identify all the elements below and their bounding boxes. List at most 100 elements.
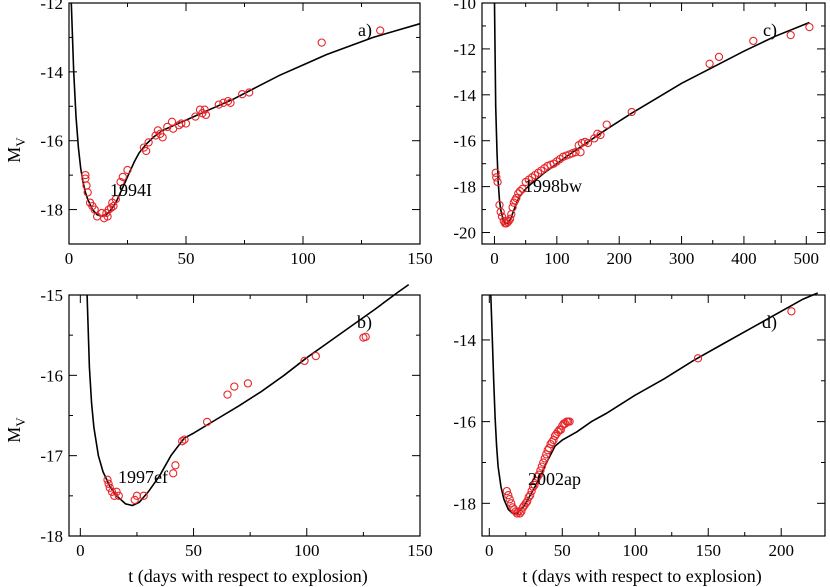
observation-point xyxy=(492,173,501,182)
observation-point xyxy=(123,165,132,175)
observation-point xyxy=(496,207,505,217)
observation-point xyxy=(515,187,525,196)
y-tick-label: -16 xyxy=(453,413,476,432)
y-tick-label: -17 xyxy=(40,447,63,466)
model-curve xyxy=(86,283,410,507)
observation-point xyxy=(512,509,522,518)
observation-points xyxy=(491,22,814,228)
observation-point xyxy=(596,130,605,140)
x-tick-label: 100 xyxy=(623,541,649,560)
observation-point xyxy=(714,52,724,62)
observation-point xyxy=(177,119,186,128)
observation-point xyxy=(158,133,167,142)
observation-point xyxy=(169,469,178,478)
observation-point xyxy=(144,138,153,147)
observation-point xyxy=(502,486,511,496)
observation-point xyxy=(178,437,187,446)
x-tick-label: 150 xyxy=(695,541,721,560)
panel-1994I: 0 50 100 150 -12 -14 -16 -18 a) 1994I xyxy=(40,0,432,268)
x-tick-label: 0 xyxy=(485,541,494,560)
observation-points xyxy=(103,332,370,505)
observation-point xyxy=(537,462,546,471)
observation-point xyxy=(81,170,90,180)
observation-point xyxy=(202,417,212,427)
y-tick-label: -14 xyxy=(453,331,476,350)
observation-point xyxy=(514,189,523,198)
observation-point xyxy=(163,122,172,132)
y-tick-label: -10 xyxy=(453,0,476,13)
observation-point xyxy=(539,458,548,467)
observation-point xyxy=(214,100,223,109)
observation-point xyxy=(245,88,254,97)
observation-point xyxy=(180,435,189,444)
observation-point xyxy=(627,107,636,117)
observation-point xyxy=(565,417,574,426)
observation-point xyxy=(118,172,127,182)
observation-point xyxy=(191,112,200,121)
x-tick-label: 500 xyxy=(794,249,820,268)
observation-points xyxy=(502,307,796,518)
observation-point xyxy=(317,38,326,47)
y-tick-label: -14 xyxy=(453,86,476,105)
observation-point xyxy=(491,168,500,177)
y-tick-label: -12 xyxy=(40,0,63,13)
y-tick-label: -18 xyxy=(40,527,63,546)
x-tick-label: 0 xyxy=(76,541,85,560)
observation-point xyxy=(540,454,549,463)
model-curve xyxy=(70,2,421,218)
observation-point xyxy=(493,177,502,187)
supernova-label: 2002ap xyxy=(528,469,581,489)
observation-point xyxy=(230,382,239,391)
observation-point xyxy=(116,177,125,187)
observation-point xyxy=(103,475,112,484)
x-tick-label: 0 xyxy=(65,249,74,268)
observation-point xyxy=(511,507,520,516)
observation-point xyxy=(201,110,211,120)
observation-point xyxy=(526,491,535,500)
observation-point xyxy=(105,483,114,492)
observation-point xyxy=(518,503,528,512)
observation-point xyxy=(505,495,514,504)
observation-point xyxy=(114,491,123,500)
x-tick-label: 300 xyxy=(669,249,695,268)
observation-point xyxy=(181,119,191,128)
observation-point xyxy=(705,59,714,68)
x-tick-label: 100 xyxy=(294,541,320,560)
observation-point xyxy=(504,491,513,500)
observation-point xyxy=(749,36,758,46)
observation-point xyxy=(300,356,309,366)
observation-point xyxy=(226,98,235,107)
supernova-label: 1994I xyxy=(110,180,152,200)
y-tick-label: -16 xyxy=(453,132,476,151)
x-tick-label: 150 xyxy=(407,541,433,560)
observation-point xyxy=(104,479,113,488)
observation-point xyxy=(520,501,529,510)
y-tick-label: -20 xyxy=(453,224,476,243)
observation-point xyxy=(171,461,180,470)
panel-letter: a) xyxy=(358,20,372,41)
observation-point xyxy=(602,120,611,129)
x-tick-label: 200 xyxy=(606,249,632,268)
observation-point xyxy=(497,212,507,221)
x-tick-label: 50 xyxy=(554,541,571,560)
observation-point xyxy=(512,193,521,203)
x-tick-label: 50 xyxy=(178,249,195,268)
observation-point xyxy=(243,379,253,388)
tick-labels: 0 50 100 150 -12 -14 -16 -18 xyxy=(40,0,432,268)
x-axis-title-right: t (days with respect to explosion) xyxy=(522,566,761,587)
panel-2002ap: 0 50 100 150 200 -14 -16 -18 d) 2002ap xyxy=(453,292,826,560)
y-tick-label: -16 xyxy=(40,132,63,151)
observation-point xyxy=(536,466,545,475)
observation-point xyxy=(110,491,119,500)
x-tick-label: 100 xyxy=(290,249,316,268)
observation-point xyxy=(534,470,544,479)
observation-points xyxy=(81,26,385,223)
observation-point xyxy=(376,26,385,35)
observation-point xyxy=(786,30,795,40)
observation-point xyxy=(168,124,178,133)
observation-point xyxy=(130,495,139,505)
observation-point xyxy=(167,117,177,126)
observation-point xyxy=(311,351,320,361)
tick-marks xyxy=(482,295,825,536)
y-axis-title-top: MV xyxy=(4,137,28,163)
